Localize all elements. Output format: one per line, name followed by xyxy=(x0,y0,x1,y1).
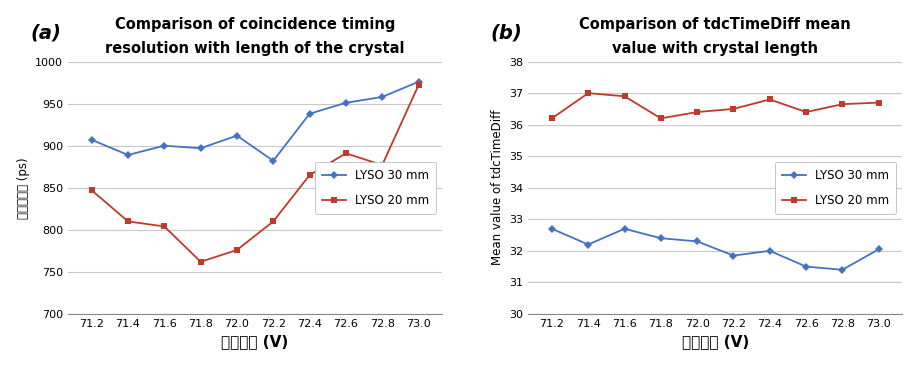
Legend: LYSO 30 mm, LYSO 20 mm: LYSO 30 mm, LYSO 20 mm xyxy=(775,162,896,214)
LYSO 20 mm xyxy=(765,97,776,102)
X-axis label: 공급전압 (V): 공급전압 (V) xyxy=(221,334,289,349)
Text: (b): (b) xyxy=(491,24,523,43)
LYSO 20 mm xyxy=(122,219,133,224)
LYSO 20 mm xyxy=(232,248,243,252)
LYSO 30 mm xyxy=(159,143,170,148)
LYSO 20 mm xyxy=(340,151,351,156)
LYSO 30 mm xyxy=(340,101,351,105)
LYSO 20 mm xyxy=(655,116,666,120)
Legend: LYSO 30 mm, LYSO 20 mm: LYSO 30 mm, LYSO 20 mm xyxy=(315,162,437,214)
LYSO 30 mm xyxy=(86,138,97,142)
LYSO 20 mm xyxy=(692,110,703,114)
LYSO 30 mm xyxy=(873,247,884,251)
LYSO 20 mm xyxy=(304,173,315,178)
LYSO 20 mm xyxy=(728,107,739,111)
LYSO 30 mm xyxy=(728,253,739,258)
Line: LYSO 20 mm: LYSO 20 mm xyxy=(550,90,881,121)
LYSO 30 mm xyxy=(692,239,703,243)
Text: (a): (a) xyxy=(30,24,62,43)
Line: LYSO 30 mm: LYSO 30 mm xyxy=(89,79,421,164)
LYSO 30 mm xyxy=(547,227,558,231)
LYSO 30 mm xyxy=(122,153,133,157)
LYSO 20 mm xyxy=(800,110,811,114)
X-axis label: 공급전압 (V): 공급전압 (V) xyxy=(682,334,749,349)
LYSO 20 mm xyxy=(619,94,630,98)
LYSO 20 mm xyxy=(195,259,206,264)
LYSO 20 mm xyxy=(873,100,884,105)
LYSO 30 mm xyxy=(800,264,811,269)
Title: Comparison of coincidence timing
resolution with length of the crystal: Comparison of coincidence timing resolut… xyxy=(106,17,405,56)
LYSO 30 mm xyxy=(377,95,388,99)
LYSO 20 mm xyxy=(837,102,848,107)
LYSO 30 mm xyxy=(765,249,776,253)
LYSO 30 mm xyxy=(583,242,594,247)
LYSO 30 mm xyxy=(304,112,315,116)
LYSO 30 mm xyxy=(413,79,424,84)
LYSO 30 mm xyxy=(619,227,630,231)
Title: Comparison of tdcTimeDiff mean
value with crystal length: Comparison of tdcTimeDiff mean value wit… xyxy=(580,17,851,56)
LYSO 30 mm xyxy=(195,146,206,150)
LYSO 20 mm xyxy=(267,219,278,224)
LYSO 20 mm xyxy=(583,91,594,95)
Y-axis label: 시간분해능 (ps): 시간분해능 (ps) xyxy=(17,157,29,219)
LYSO 20 mm xyxy=(413,83,424,87)
LYSO 20 mm xyxy=(86,188,97,193)
Line: LYSO 20 mm: LYSO 20 mm xyxy=(89,82,421,265)
Y-axis label: Mean value of tdcTimeDiff: Mean value of tdcTimeDiff xyxy=(491,110,504,265)
LYSO 20 mm xyxy=(159,224,170,229)
LYSO 30 mm xyxy=(655,236,666,240)
LYSO 30 mm xyxy=(232,134,243,138)
Line: LYSO 30 mm: LYSO 30 mm xyxy=(550,226,881,273)
LYSO 20 mm xyxy=(377,163,388,167)
LYSO 20 mm xyxy=(547,116,558,120)
LYSO 30 mm xyxy=(837,268,848,272)
LYSO 30 mm xyxy=(267,158,278,163)
